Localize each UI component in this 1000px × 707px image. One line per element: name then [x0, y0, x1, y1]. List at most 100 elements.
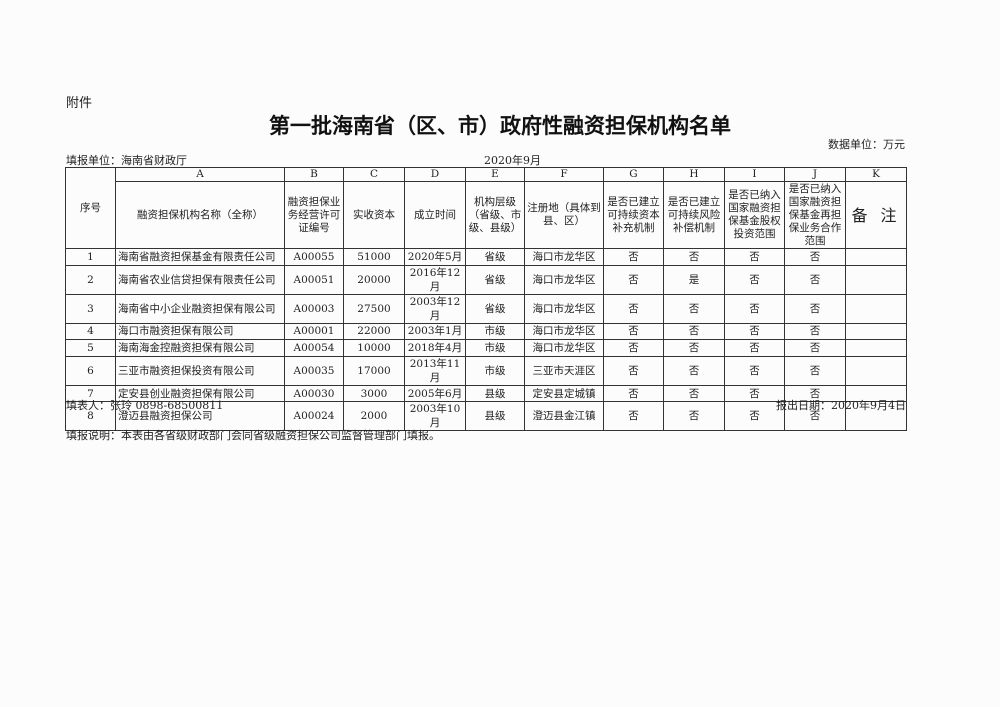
table-cell: 22000 [343, 322, 405, 341]
table-cell: 17000 [343, 355, 405, 386]
table-cell: 否 [663, 355, 725, 386]
table-cell: 否 [603, 401, 664, 432]
table-row: 3 海南省中小企业融资担保有限公司 A00003 27500 2003年12月 省级 海口市… [65, 293, 907, 324]
column-letter: A [115, 167, 285, 182]
column-header: 是否已纳入国家融资担保基金再担保业务合作范围 [784, 181, 846, 249]
table-cell: 否 [663, 339, 725, 357]
table-cell: 否 [663, 293, 725, 324]
table-cell: 海南海金控融资担保有限公司 [115, 339, 285, 357]
column-letter: H [663, 167, 725, 182]
table-cell: 市级 [465, 339, 525, 357]
table-cell [845, 355, 907, 386]
table-cell: 2018年4月 [404, 339, 466, 357]
table-cell: 否 [724, 248, 785, 266]
table-cell: 8 [65, 401, 116, 432]
table-cell: 是 [663, 264, 725, 295]
table-cell [845, 322, 907, 341]
table-cell: 海口市龙华区 [524, 248, 604, 266]
attachment-label: 附件 [66, 96, 93, 111]
table-cell [845, 248, 907, 266]
table-cell: 否 [603, 355, 664, 386]
table-cell: 省级 [465, 264, 525, 295]
table-cell: 否 [603, 339, 664, 357]
table-cell: 省级 [465, 293, 525, 324]
table-cell: 否 [784, 339, 846, 357]
table-cell: 否 [663, 322, 725, 341]
table-cell: 定安县定城镇 [524, 384, 604, 403]
table-cell: 3000 [343, 384, 405, 403]
column-header: 成立时间 [404, 181, 466, 249]
table-cell: 否 [784, 355, 846, 386]
column-header: 融资担保业务经营许可证编号 [284, 181, 344, 249]
table-cell: 2003年12月 [404, 293, 466, 324]
column-header: 是否已建立可持续资本补充机制 [603, 181, 664, 249]
table-row: 7 定安县创业融资担保有限公司 A00030 3000 2005年6月 县级 定安县定城镇否… [65, 384, 907, 403]
table-cell: 否 [663, 401, 725, 432]
table-cell: 澄迈县金江镇 [524, 401, 604, 432]
table-cell: 否 [784, 401, 846, 432]
table-cell [845, 339, 907, 357]
table-cell: 三亚市融资担保投资有限公司 [115, 355, 285, 386]
table-cell: A00030 [284, 384, 344, 403]
table-row: 5 海南海金控融资担保有限公司 A00054 10000 2018年4月 市级 海口市龙华区… [65, 339, 907, 357]
table-cell: 海口市龙华区 [524, 339, 604, 357]
table-cell: 否 [784, 322, 846, 341]
table-row: 1 海南省融资担保基金有限责任公司 A00055 51000 2020年5月 省级 海口市龙… [65, 248, 907, 266]
table-cell: 6 [65, 355, 116, 386]
table-cell: 否 [724, 355, 785, 386]
institutions-table: 序号 A B C D E F G H I J K 融资担保机构名称（全称） 融资担保业务经营许可证编号 实收… [65, 167, 907, 432]
table-cell: 20000 [343, 264, 405, 295]
table-cell: 否 [603, 384, 664, 403]
column-letter: G [603, 167, 664, 182]
table-cell: 否 [784, 293, 846, 324]
table-cell: 否 [603, 322, 664, 341]
column-letter: F [524, 167, 604, 182]
table-cell: 海口市龙华区 [524, 322, 604, 341]
table-cell [845, 293, 907, 324]
table-cell: A00055 [284, 248, 344, 266]
table-cell: A00024 [284, 401, 344, 432]
column-header: 融资担保机构名称（全称） [115, 181, 285, 249]
column-header: 实收资本 [343, 181, 405, 249]
table-row: 8 澄迈县融资担保公司 A00024 2000 2003年10月 县级 澄迈县金江镇否否否否 [65, 401, 907, 432]
filler-unit: 填报单位：海南省财政厅 [66, 154, 187, 167]
table-cell: 否 [603, 293, 664, 324]
table-cell: 县级 [465, 384, 525, 403]
table-cell: A00003 [284, 293, 344, 324]
table-cell: 2 [65, 264, 116, 295]
table-cell: 2000 [343, 401, 405, 432]
table-cell: 市级 [465, 322, 525, 341]
table-cell: 海口市融资担保有限公司 [115, 322, 285, 341]
column-letter: I [724, 167, 785, 182]
table-cell: 否 [724, 401, 785, 432]
table-cell: 否 [724, 339, 785, 357]
table-cell: A00054 [284, 339, 344, 357]
table-cell: 海口市龙华区 [524, 293, 604, 324]
data-unit: 数据单位：万元 [828, 138, 905, 151]
table-cell: 51000 [343, 248, 405, 266]
table-cell: 否 [724, 264, 785, 295]
table-cell: 2013年11月 [404, 355, 466, 386]
table-cell: 2005年6月 [404, 384, 466, 403]
report-period: 2020年9月 [484, 154, 541, 167]
table-cell: 海口市龙华区 [524, 264, 604, 295]
preparer-info: 填表人：张玲 0898-68500811 [66, 399, 224, 412]
table-cell: 否 [724, 293, 785, 324]
table-cell: 1 [65, 248, 116, 266]
table-cell: 海南省农业信贷担保有限责任公司 [115, 264, 285, 295]
table-row: 2 海南省农业信贷担保有限责任公司 A00051 20000 2016年12月 省级 海口市… [65, 264, 907, 295]
table-cell: 2020年5月 [404, 248, 466, 266]
table-cell: 否 [603, 248, 664, 266]
column-header-row: 融资担保机构名称（全称） 融资担保业务经营许可证编号 实收资本 成立时间 机构层级（省级… [66, 181, 907, 249]
column-letter-row: 序号 A B C D E F G H I J K [65, 167, 907, 249]
table-cell: 海南省融资担保基金有限责任公司 [115, 248, 285, 266]
table-cell: 县级 [465, 401, 525, 432]
index-header: 序号 [65, 167, 116, 249]
document-title: 第一批海南省（区、市）政府性融资担保机构名单 [269, 113, 731, 138]
table-cell: 海南省中小企业融资担保有限公司 [115, 293, 285, 324]
table-cell: A00051 [284, 264, 344, 295]
table-cell: 澄迈县融资担保公司 [115, 401, 285, 432]
report-date: 报出日期：2020年9月4日 [776, 399, 906, 412]
column-letter: E [465, 167, 525, 182]
table-cell: 10000 [343, 339, 405, 357]
